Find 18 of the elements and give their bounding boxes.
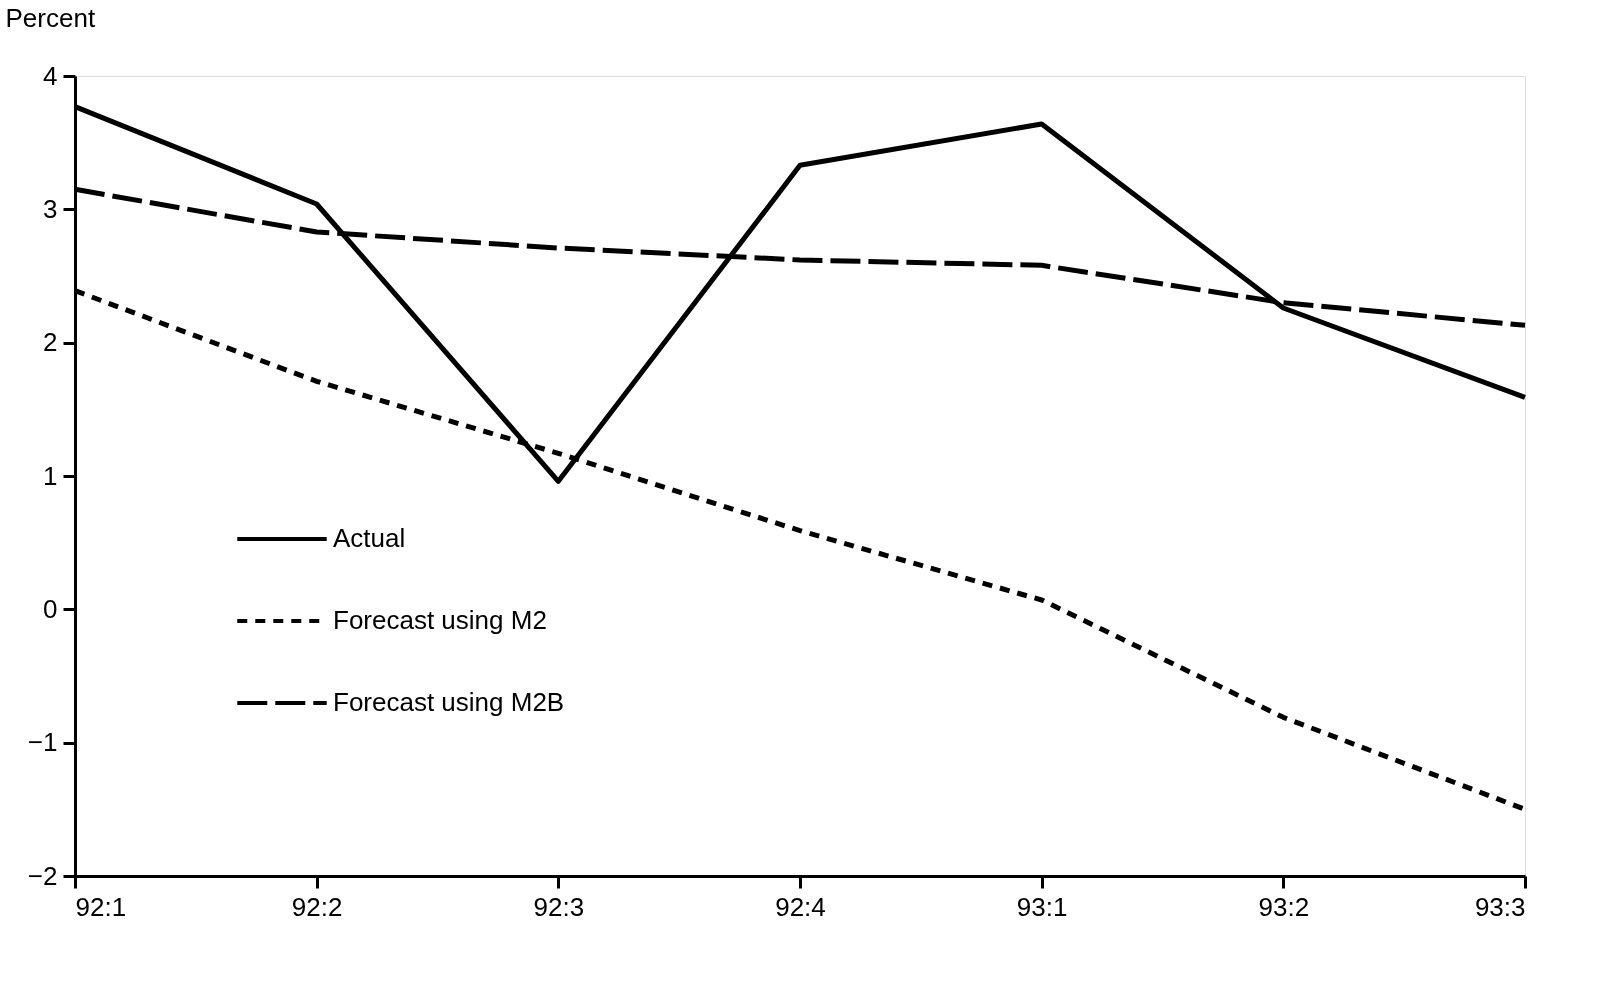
x-tick-label: 92:1 (75, 891, 127, 922)
legend-label: Forecast using M2 (333, 605, 547, 635)
y-tick-label: 0 (43, 593, 58, 624)
x-tick-label: 93:3 (1474, 891, 1526, 922)
y-tick-label: 1 (43, 460, 58, 491)
y-tick-label: −2 (27, 860, 58, 891)
x-tick-label: 93:2 (1258, 891, 1310, 922)
x-tick-label: 93:1 (1016, 891, 1068, 922)
y-axis-title: Percent (5, 2, 96, 33)
x-tick-label: 92:4 (775, 891, 826, 922)
x-tick-label: 92:3 (533, 891, 585, 922)
x-tick-label: 92:2 (291, 891, 343, 922)
y-tick-label: −1 (27, 727, 58, 758)
y-tick-label: 3 (43, 193, 58, 224)
legend-label: Forecast using M2B (333, 687, 565, 717)
legend-label: Actual (333, 523, 406, 553)
y-tick-label: 2 (43, 327, 58, 358)
y-tick-label: 4 (43, 60, 58, 91)
